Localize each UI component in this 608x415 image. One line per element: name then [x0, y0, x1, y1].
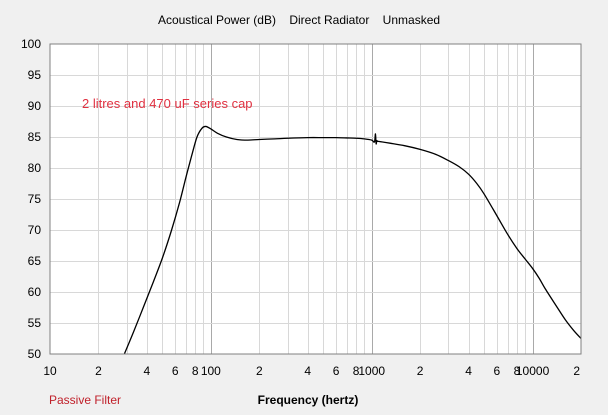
x-tick-label: 10 [43, 364, 57, 378]
filter-label: Passive Filter [49, 393, 121, 407]
y-tick-label: 60 [28, 285, 42, 299]
grid [50, 44, 581, 354]
x-tick-label: 1000 [358, 364, 385, 378]
chart-annotation: 2 litres and 470 uF series cap [82, 96, 253, 111]
chart-title: Acoustical Power (dB) Direct Radiator Un… [158, 13, 440, 27]
x-tick-label: 4 [144, 364, 151, 378]
x-tick-label: 2 [417, 364, 424, 378]
x-tick-label: 6 [172, 364, 179, 378]
y-tick-label: 80 [28, 161, 42, 175]
y-tick-label: 90 [28, 99, 42, 113]
x-tick-label: 2 [573, 364, 580, 378]
x-tick-label: 100 [201, 364, 221, 378]
y-tick-label: 100 [21, 37, 41, 51]
y-tick-label: 95 [28, 68, 42, 82]
x-tick-label: 6 [333, 364, 340, 378]
plot-border [49, 43, 582, 355]
series-curves [123, 125, 581, 354]
y-tick-label: 50 [28, 347, 42, 361]
x-axis-label: Frequency (hertz) [258, 393, 359, 407]
x-tick-label: 6 [494, 364, 501, 378]
y-tick-label: 55 [28, 316, 42, 330]
y-tick-label: 85 [28, 130, 42, 144]
x-tick-label: 8 [353, 364, 360, 378]
y-tick-label: 70 [28, 223, 42, 237]
x-tick-label: 2 [256, 364, 263, 378]
y-tick-label: 75 [28, 192, 42, 206]
y-tick-label: 65 [28, 254, 42, 268]
x-tick-label: 8 [192, 364, 199, 378]
y-axis-ticks: 100 95 90 85 80 75 70 65 60 55 50 [21, 37, 41, 361]
x-tick-label: 8 [514, 364, 521, 378]
x-tick-label: 10000 [516, 364, 550, 378]
x-tick-label: 4 [304, 364, 311, 378]
x-tick-label: 2 [95, 364, 102, 378]
response-curve [123, 125, 581, 354]
x-tick-label: 4 [465, 364, 472, 378]
